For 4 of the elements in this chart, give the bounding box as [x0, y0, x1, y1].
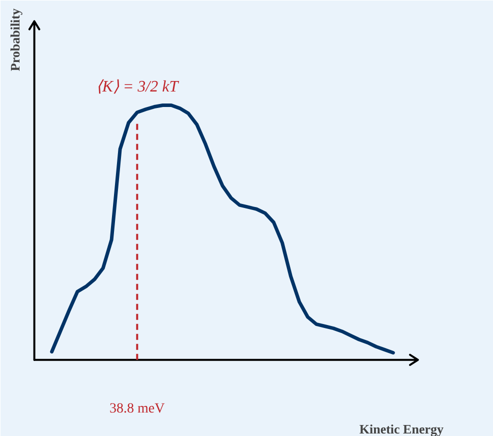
x-axis-title: Kinetic Energy — [359, 422, 444, 436]
text: 38.8 meV — [110, 402, 165, 416]
y-axis-title: Probability — [8, 8, 22, 72]
text: ⟨K⟩ = 3/2 kT — [96, 78, 180, 96]
